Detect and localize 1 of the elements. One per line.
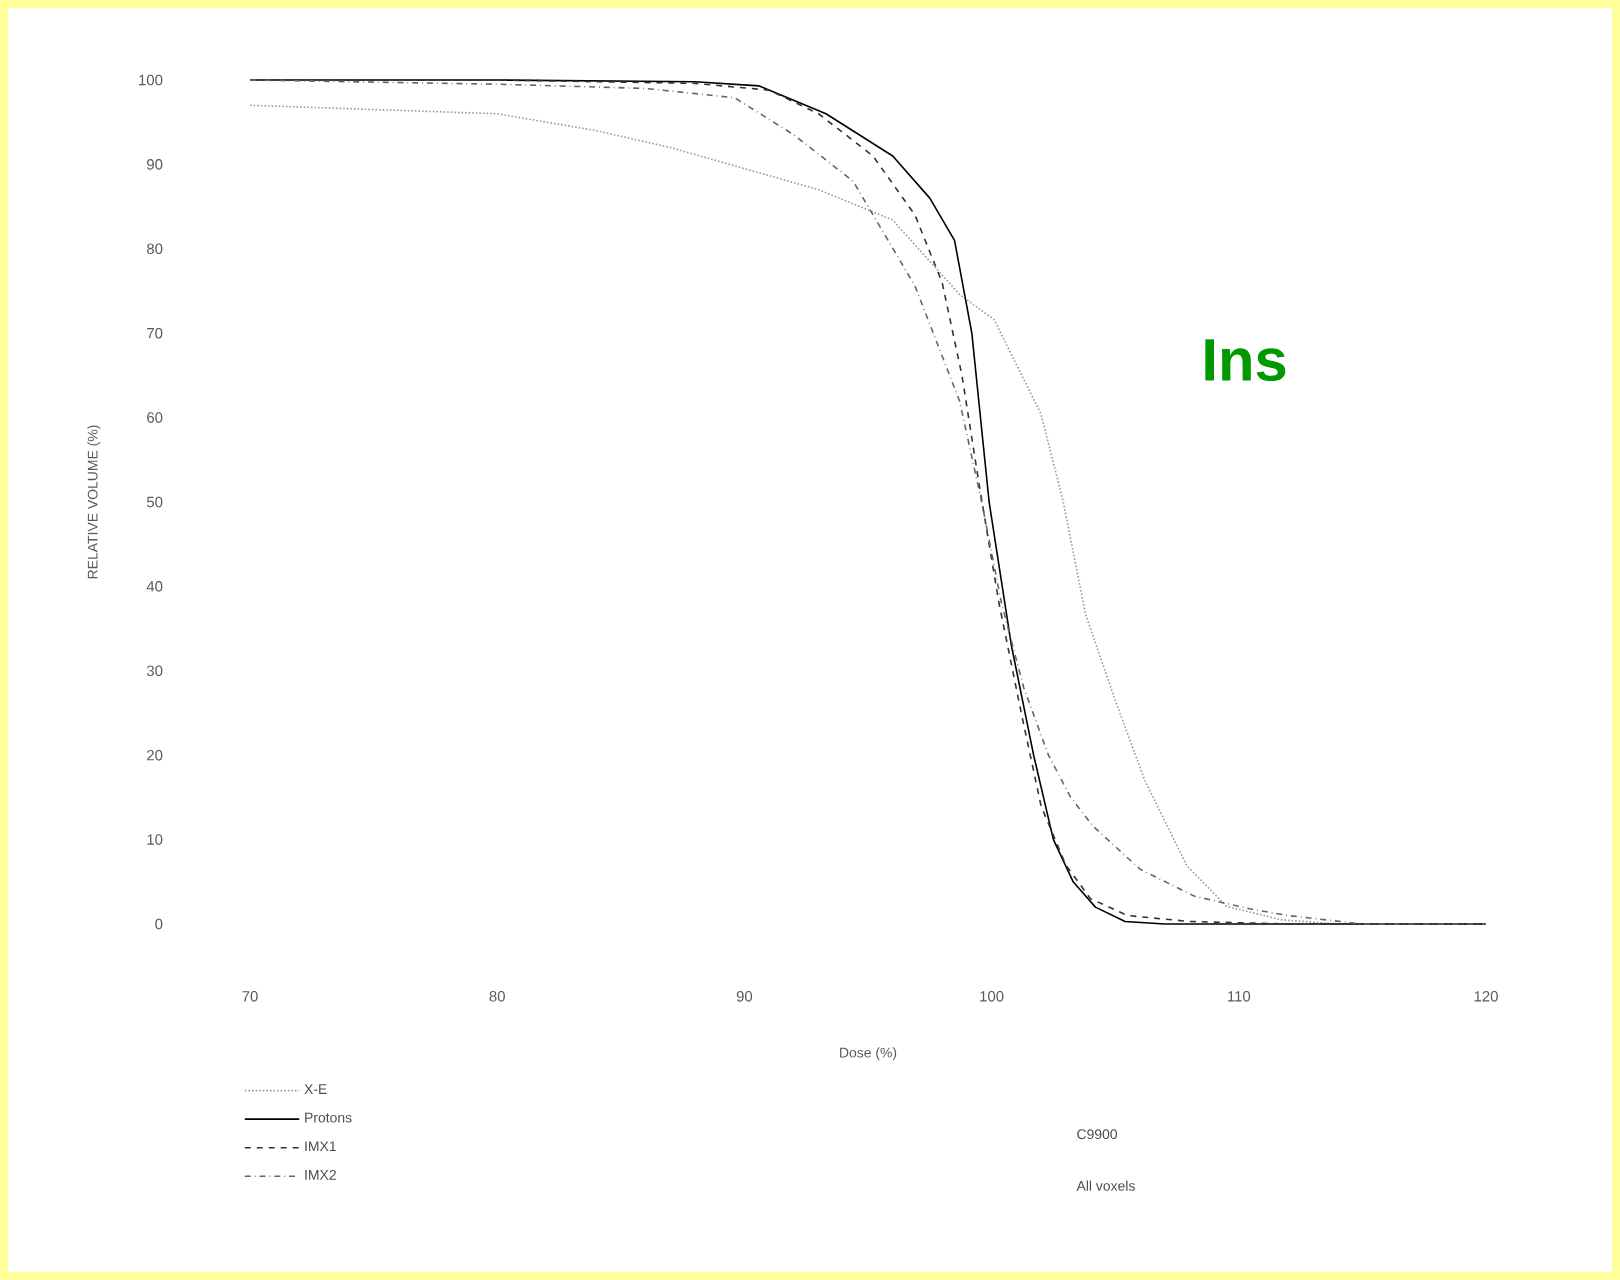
annotation: Ins <box>1205 339 1286 382</box>
